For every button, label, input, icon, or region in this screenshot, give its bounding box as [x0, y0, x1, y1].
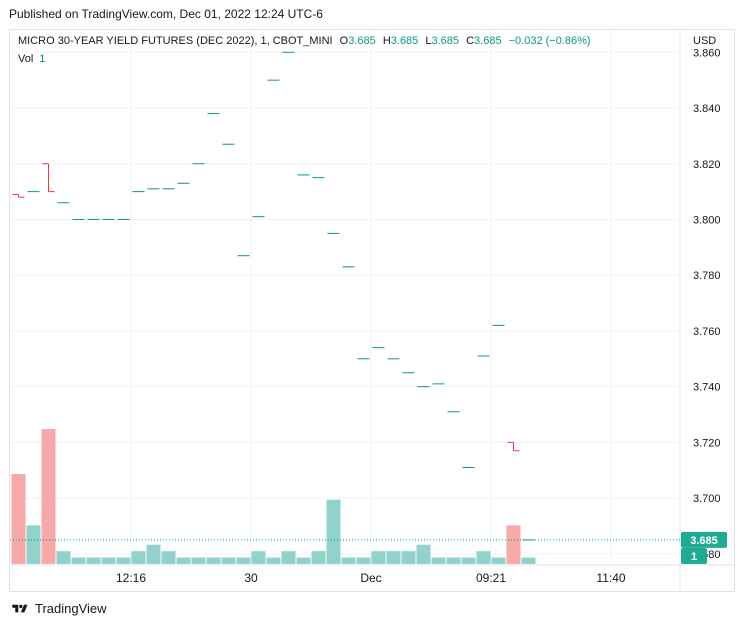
ohlc-bar — [42, 163, 55, 193]
published-note: Published on TradingView.com, Dec 01, 20… — [9, 7, 323, 21]
volume-bar — [56, 551, 71, 564]
y-tick-label: 3.860 — [693, 47, 721, 59]
volume-bar — [221, 557, 236, 564]
change-value: −0.032 (−0.86%) — [508, 35, 591, 47]
low-value: 3.685 — [431, 35, 460, 47]
tradingview-logo-icon — [12, 604, 28, 612]
y-tick-label: 3.800 — [693, 214, 721, 226]
volume-bar — [266, 557, 281, 564]
last-price-overlay: 3.685 1 — [10, 531, 727, 564]
price-bars — [12, 51, 535, 541]
grid-lines — [10, 30, 680, 565]
y-tick-label: 3.760 — [693, 326, 721, 338]
volume-bar — [176, 557, 191, 564]
volume-bar — [491, 557, 506, 564]
y-tick-label: 3.780 — [693, 270, 721, 282]
symbol-legend: MICRO 30-YEAR YIELD FUTURES (DEC 2022), … — [18, 35, 591, 47]
volume-bar — [71, 557, 86, 564]
volume-legend: Vol 1 — [18, 53, 45, 65]
volume-bar — [356, 557, 371, 564]
footer[interactable]: TradingView — [10, 601, 107, 616]
volume-label: Vol — [18, 53, 34, 65]
volume-bar — [191, 557, 206, 564]
volume-bar — [161, 551, 176, 564]
volume-bar — [281, 551, 296, 564]
last-price-value: 3.685 — [690, 535, 718, 547]
volume-bar — [311, 551, 326, 564]
volume-bar — [41, 429, 56, 564]
volume-bar — [131, 551, 146, 564]
open-value: 3.685 — [348, 35, 376, 47]
volume-bar — [146, 544, 161, 564]
chart-frame[interactable] — [9, 29, 735, 592]
volume-bar — [431, 557, 446, 564]
high-value: 3.685 — [390, 35, 419, 47]
y-tick-label: 3.720 — [693, 437, 721, 449]
last-volume-badge — [681, 548, 707, 564]
x-tick-label: 11:40 — [596, 571, 625, 585]
y-tick-label: 3.700 — [693, 493, 721, 505]
volume-bar — [371, 551, 386, 564]
volume-bar — [326, 499, 341, 564]
volume-bar — [446, 557, 461, 564]
y-tick-label: 3.840 — [693, 103, 721, 115]
x-tick-label: 30 — [244, 571, 258, 585]
y-tick-label: 3.820 — [693, 159, 721, 171]
close-value: 3.685 — [474, 35, 502, 47]
volume-bar — [206, 557, 221, 564]
tradingview-brand: TradingView — [35, 601, 107, 616]
volume-bars — [11, 429, 536, 564]
currency-label: USD — [693, 35, 717, 47]
volume-bar — [11, 474, 26, 564]
x-tick-label: 09:21 — [476, 571, 506, 585]
high-label: H — [382, 35, 391, 47]
x-tick-label: Dec — [360, 571, 381, 585]
low-label: L — [425, 35, 432, 47]
volume-bar — [386, 551, 401, 564]
volume-bar — [416, 544, 431, 564]
volume-bar — [86, 557, 101, 564]
volume-value: 1 — [39, 53, 46, 65]
volume-bar — [251, 551, 266, 564]
ohlc-bar — [12, 193, 25, 198]
volume-bar — [401, 551, 416, 564]
volume-bar — [116, 557, 131, 564]
volume-bar — [101, 557, 116, 564]
x-tick-label: 12:16 — [116, 571, 146, 585]
y-tick-label: 3.740 — [693, 382, 721, 394]
close-label: C — [466, 35, 475, 47]
volume-bar — [341, 557, 356, 564]
last-volume-value: 1 — [691, 551, 697, 563]
volume-bar — [476, 551, 491, 564]
last-price-badge — [681, 531, 727, 548]
axes: 3.6803.7003.7203.7403.7603.7803.8003.820… — [10, 30, 735, 591]
ohlc-bar — [507, 441, 520, 452]
open-label: O — [339, 35, 349, 47]
volume-bar — [461, 557, 476, 564]
volume-bar — [506, 525, 521, 564]
volume-bar — [26, 525, 41, 564]
volume-bar — [521, 557, 536, 564]
volume-bar — [236, 557, 251, 564]
symbol-name: MICRO 30-YEAR YIELD FUTURES (DEC 2022), … — [18, 35, 333, 47]
volume-bar — [296, 557, 311, 564]
